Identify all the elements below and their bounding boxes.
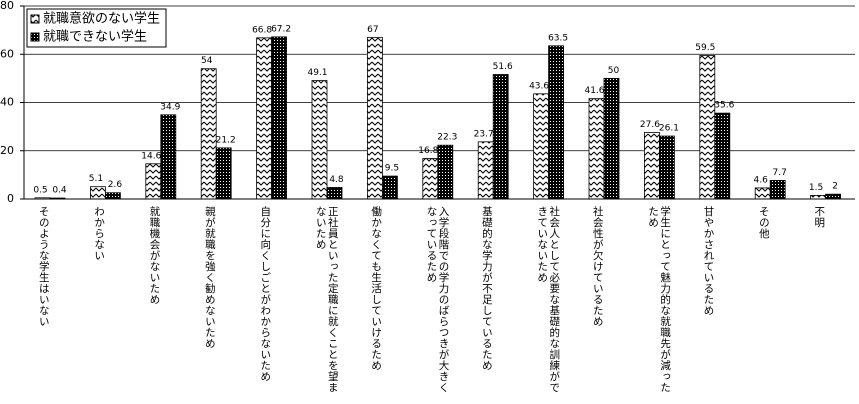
- y-tick-label: 40: [0, 96, 14, 109]
- x-tick-label: 就職機会がないため: [148, 206, 161, 305]
- x-tick-label: そのような学生はいない: [37, 206, 50, 327]
- legend-label: 就職できない学生: [43, 29, 147, 45]
- value-label: 51.6: [493, 62, 513, 72]
- x-tick-label: 自分に向くしごとがわからないため: [259, 206, 272, 382]
- bar: [548, 45, 564, 200]
- bar: [492, 74, 509, 200]
- value-label: 21.2: [216, 135, 236, 145]
- bar: [769, 180, 786, 200]
- x-tick-label: 基礎的な学力が不足しているため: [480, 206, 493, 371]
- bar: [381, 175, 398, 200]
- value-label: 34.9: [160, 102, 180, 112]
- x-tick-label: 甘やかされているため: [702, 206, 715, 316]
- x-tick-label: 学生にとって魅力的な就職先が減ったため: [647, 206, 672, 393]
- value-label: 49.1: [307, 68, 327, 78]
- value-label: 2.6: [108, 180, 123, 190]
- x-tick-label: 働かなくても生活していけるため: [370, 206, 383, 371]
- value-label: 67: [367, 25, 378, 35]
- value-label: 23.7: [474, 129, 494, 139]
- legend-label: 就職意欲のない学生: [43, 11, 160, 27]
- bar: [200, 68, 217, 200]
- legend-swatch: [30, 14, 40, 24]
- value-label: 4.6: [754, 175, 769, 185]
- bar: [603, 77, 620, 200]
- bar: [754, 187, 771, 200]
- value-label: 2: [832, 182, 838, 192]
- bar: [105, 192, 121, 200]
- y-tick-label: 80: [0, 0, 14, 12]
- value-label: 43.6: [529, 81, 549, 91]
- bar: [366, 36, 383, 200]
- value-label: 7.7: [773, 168, 787, 178]
- value-label: 16.8: [418, 146, 438, 156]
- x-tick-label: 社会人として必要な基礎的な訓練ができていないため: [536, 206, 561, 393]
- bar: [326, 187, 343, 200]
- x-tick-label: わからない: [93, 206, 106, 261]
- bar: [437, 144, 454, 200]
- bar: [90, 186, 106, 200]
- value-label: 54: [201, 56, 213, 66]
- value-label: 27.6: [640, 120, 660, 130]
- bar: [714, 112, 731, 200]
- x-tick-label: 不明: [813, 206, 826, 228]
- bar: [533, 93, 549, 200]
- bar: [699, 55, 716, 200]
- value-label: 63.5: [548, 33, 568, 43]
- y-tick-label: 0: [7, 192, 14, 205]
- bar: [810, 194, 826, 200]
- value-label: 9.5: [385, 164, 399, 174]
- value-label: 4.8: [329, 175, 344, 185]
- value-label: 0.5: [33, 185, 47, 195]
- value-label: 67.2: [271, 24, 291, 34]
- x-tick-label: その他: [757, 206, 770, 239]
- value-label: 50: [608, 66, 620, 76]
- bar: [145, 163, 162, 200]
- value-label: 14.6: [141, 151, 161, 161]
- legend-swatch: [30, 32, 40, 42]
- bar: [659, 135, 675, 200]
- bar: [256, 37, 273, 200]
- value-label: 22.3: [437, 133, 457, 143]
- y-tick-label: 60: [0, 47, 14, 60]
- x-tick-label: 入学段階での学力のばらつきが大きくなっているため: [425, 206, 450, 393]
- x-tick-label: 正社員といった定職に就くことを望まないため: [314, 206, 339, 393]
- value-label: 0.4: [52, 186, 67, 196]
- x-tick-label: 親が就職を強く勧めないため: [203, 206, 216, 349]
- bar: [422, 158, 439, 200]
- bar: [588, 98, 605, 200]
- bar: [160, 114, 177, 200]
- value-label: 66.8: [252, 25, 272, 35]
- bar: [311, 80, 328, 200]
- value-label: 59.5: [695, 43, 715, 53]
- bar: [215, 147, 232, 200]
- bar: [644, 132, 660, 200]
- value-label: 26.1: [659, 124, 679, 134]
- value-label: 35.6: [714, 101, 734, 111]
- value-label: 41.6: [584, 86, 604, 96]
- bar: [271, 36, 288, 200]
- x-tick-label: 社会性が欠けているため: [591, 206, 604, 327]
- bar: [825, 193, 841, 200]
- bar: [477, 141, 494, 200]
- value-label: 1.5: [809, 183, 823, 193]
- value-label: 5.1: [89, 174, 103, 184]
- y-tick-label: 20: [0, 144, 14, 157]
- legend-box: [26, 8, 167, 48]
